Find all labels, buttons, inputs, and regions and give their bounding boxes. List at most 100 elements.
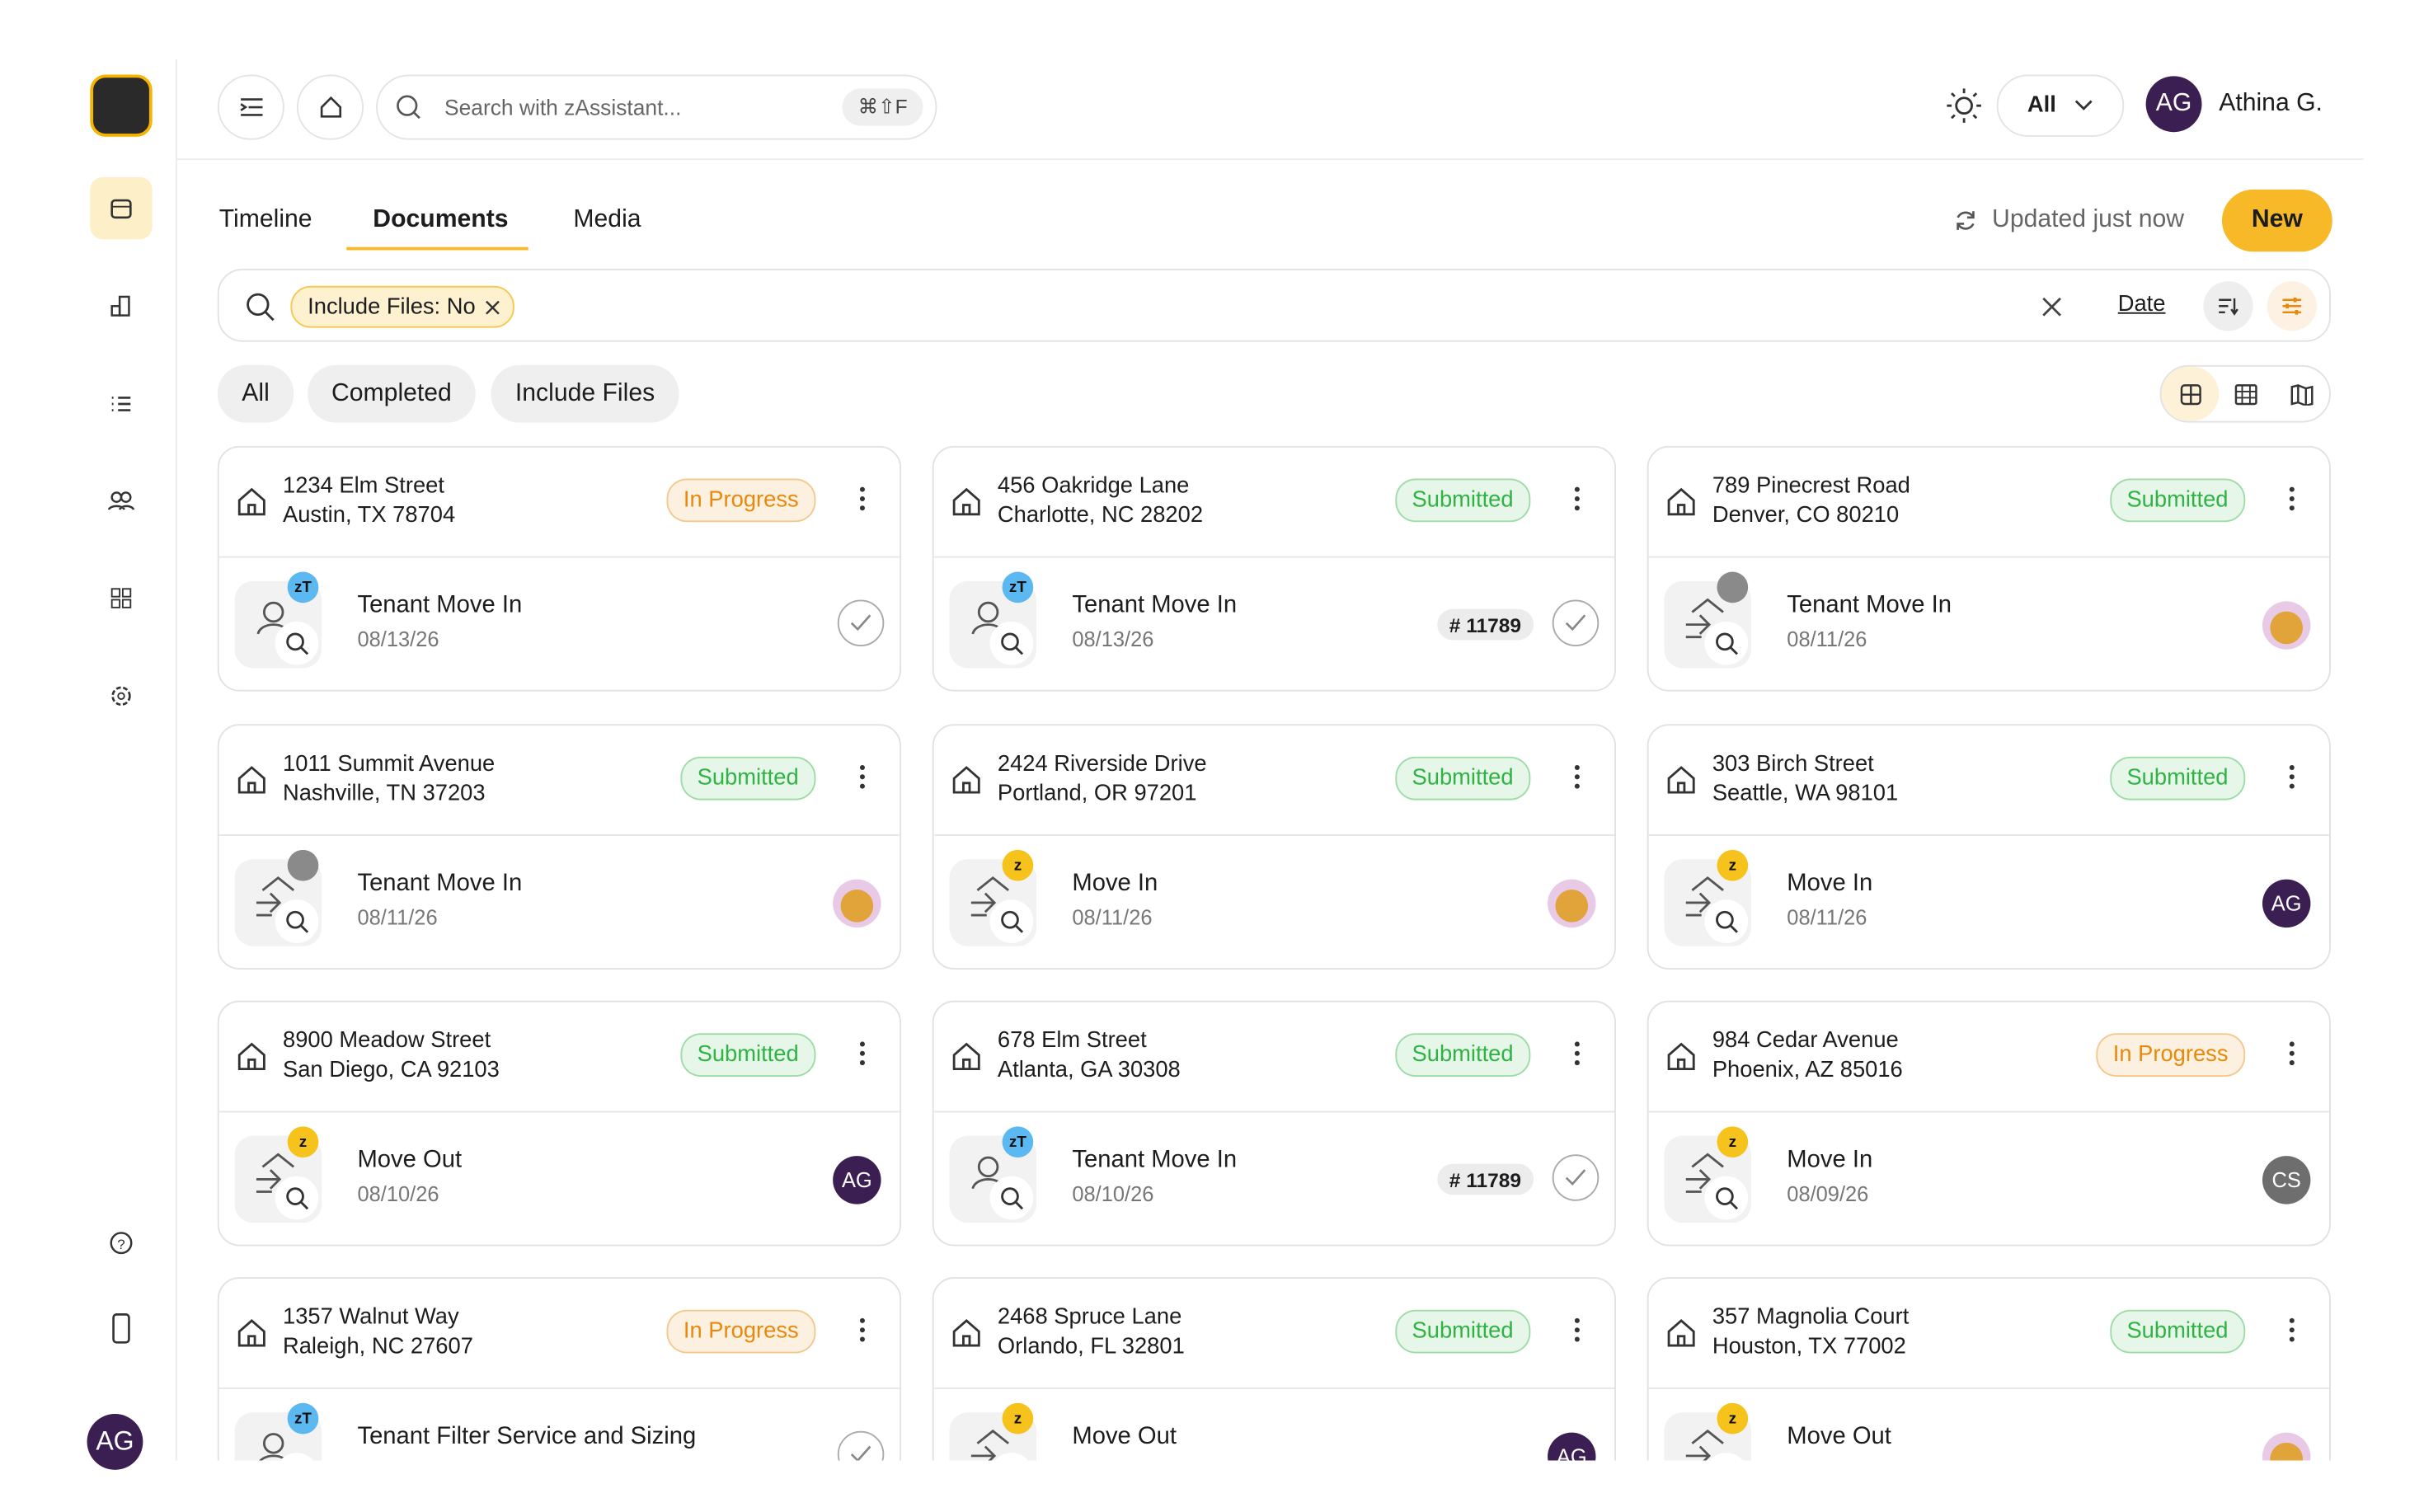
card-header: 1357 Walnut Way Raleigh, NC 27607 In Progr… [218, 1279, 900, 1389]
more-menu[interactable] [1574, 1041, 1581, 1074]
address-line1: 357 Magnolia Court [1712, 1305, 1910, 1331]
task-title: Move In [1072, 870, 1158, 897]
property-card[interactable]: 678 Elm Street Atlanta, GA 30308 Submitted… [932, 1000, 1616, 1247]
user-name[interactable]: Athina G. [2219, 90, 2323, 117]
property-card[interactable]: 2424 Riverside Drive Portland, OR 97201 Su… [932, 724, 1616, 970]
assignee-avatar [1548, 879, 1596, 928]
search-bar[interactable]: Search with zAssistant... ⌘⇧F [376, 74, 937, 140]
task-title: Tenant Move In [1072, 592, 1238, 619]
property-card[interactable]: 1234 Elm Street Austin, TX 78704 In Progre… [217, 445, 902, 692]
house-icon [951, 1041, 982, 1080]
property-card[interactable]: 1011 Summit Avenue Nashville, TN 37203 Sub… [217, 724, 902, 970]
task-date: 08/11/26 [1787, 627, 1867, 651]
house-icon [1665, 1317, 1697, 1356]
more-menu[interactable] [859, 1317, 866, 1350]
more-menu[interactable] [859, 764, 866, 797]
clear-filters[interactable] [2041, 297, 2061, 317]
completed-check[interactable] [837, 1430, 885, 1461]
nav-apps[interactable] [90, 567, 152, 629]
task-title: Move In [1787, 1146, 1873, 1173]
nav-people[interactable] [90, 469, 152, 531]
menu-button[interactable] [217, 74, 284, 140]
nav-calendar[interactable] [90, 176, 153, 240]
filter-settings[interactable] [2267, 281, 2317, 331]
tab[interactable]: Media [573, 206, 641, 233]
status-badge: In Progress [666, 1309, 816, 1354]
completed-check[interactable] [1552, 599, 1600, 646]
assignee-badge: zT [287, 1402, 319, 1435]
reference-number: # 11789 [1436, 608, 1534, 641]
quick-filter[interactable]: All [217, 364, 294, 423]
card-header: 1011 Summit Avenue Nashville, TN 37203 Sub… [218, 725, 900, 836]
completed-check[interactable] [837, 599, 885, 646]
completed-check[interactable] [1552, 1154, 1600, 1201]
tab[interactable]: Documents [373, 206, 509, 233]
more-menu[interactable] [859, 1041, 866, 1074]
table-view[interactable] [2234, 383, 2257, 406]
status-badge: In Progress [666, 478, 816, 523]
refresh-icon[interactable] [1953, 209, 1978, 233]
task-title: Move Out [357, 1146, 463, 1173]
status-badge: Submitted [1394, 478, 1531, 523]
task-date: 08/10/26 [1072, 1182, 1154, 1206]
task-icon [949, 859, 1037, 946]
task-title: Move Out [1072, 1423, 1177, 1450]
task-title: Tenant Filter Service and Sizing [357, 1423, 697, 1450]
property-card[interactable]: 456 Oakridge Lane Charlotte, NC 28202 Subm… [932, 445, 1616, 692]
more-menu[interactable] [859, 486, 866, 519]
property-card[interactable]: 8900 Meadow Street San Diego, CA 92103 Sub… [217, 1000, 902, 1247]
property-card[interactable]: 303 Birch Street Seattle, WA 98101 Submitt… [1647, 724, 2331, 970]
quick-filter[interactable]: Completed [308, 364, 476, 423]
nav-tasks[interactable] [90, 373, 152, 434]
property-card[interactable]: 2468 Spruce Lane Orlando, FL 32801 Submitt… [932, 1277, 1616, 1461]
address: 678 Elm Street Atlanta, GA 30308 [998, 1027, 1181, 1087]
more-menu[interactable] [1574, 764, 1581, 797]
tab[interactable]: Timeline [218, 206, 312, 233]
scope-value: All [2027, 93, 2056, 119]
nav-device[interactable] [90, 1298, 152, 1359]
more-menu[interactable] [2289, 1317, 2295, 1350]
more-menu[interactable] [2289, 1041, 2295, 1074]
logo[interactable] [90, 74, 153, 137]
property-card[interactable]: 789 Pinecrest Road Denver, CO 80210 Submit… [1647, 445, 2331, 692]
address-line2: Atlanta, GA 30308 [997, 1058, 1181, 1083]
nav-settings[interactable] [90, 665, 152, 727]
more-menu[interactable] [1574, 1317, 1581, 1350]
map-view[interactable] [2290, 383, 2314, 406]
more-menu[interactable] [1574, 486, 1581, 519]
card-header: 456 Oakridge Lane Charlotte, NC 28202 Subm… [933, 448, 1615, 558]
task-icon [234, 859, 322, 946]
quick-filter[interactable]: Include Files [491, 364, 679, 423]
house-icon [951, 764, 982, 803]
filter-chip[interactable]: Include Files: No [290, 285, 514, 328]
sort-field[interactable]: Date [2117, 292, 2166, 317]
address-line1: 2424 Riverside Drive [997, 752, 1207, 777]
property-card[interactable]: 984 Cedar Avenue Phoenix, AZ 85016 In Prog… [1647, 1000, 2331, 1247]
card-header: 1234 Elm Street Austin, TX 78704 In Progre… [218, 448, 900, 558]
sort-direction[interactable] [2203, 281, 2253, 331]
address: 357 Magnolia Court Houston, TX 77002 [1712, 1303, 1910, 1363]
more-menu[interactable] [2289, 764, 2295, 797]
house-icon [236, 1041, 267, 1080]
filter-bar: Include Files: No Date [217, 269, 2331, 342]
task-date: 08/11/26 [1072, 905, 1153, 929]
scope-select[interactable]: All [1996, 74, 2125, 137]
task-title: Move Out [1787, 1423, 1891, 1450]
theme-toggle[interactable] [1946, 87, 1983, 124]
address-line1: 678 Elm Street [997, 1028, 1147, 1054]
sidebar-avatar[interactable]: AG [87, 1413, 143, 1470]
grid-view[interactable] [2161, 366, 2220, 421]
home-button[interactable] [296, 74, 364, 140]
property-card[interactable]: 1357 Walnut Way Raleigh, NC 27607 In Progr… [217, 1277, 902, 1461]
nav-help[interactable]: ? [90, 1212, 152, 1274]
task-title: Tenant Move In [1072, 1146, 1238, 1173]
status-badge: Submitted [2109, 1309, 2246, 1354]
nav-buildings[interactable] [90, 275, 152, 337]
more-menu[interactable] [2289, 486, 2295, 519]
new-button[interactable]: New [2221, 189, 2332, 252]
assignee-badge: zT [1002, 1126, 1034, 1158]
user-avatar[interactable]: AG [2145, 76, 2202, 133]
property-card[interactable]: 357 Magnolia Court Houston, TX 77002 Submi… [1647, 1277, 2331, 1461]
header-divider [175, 158, 2364, 161]
